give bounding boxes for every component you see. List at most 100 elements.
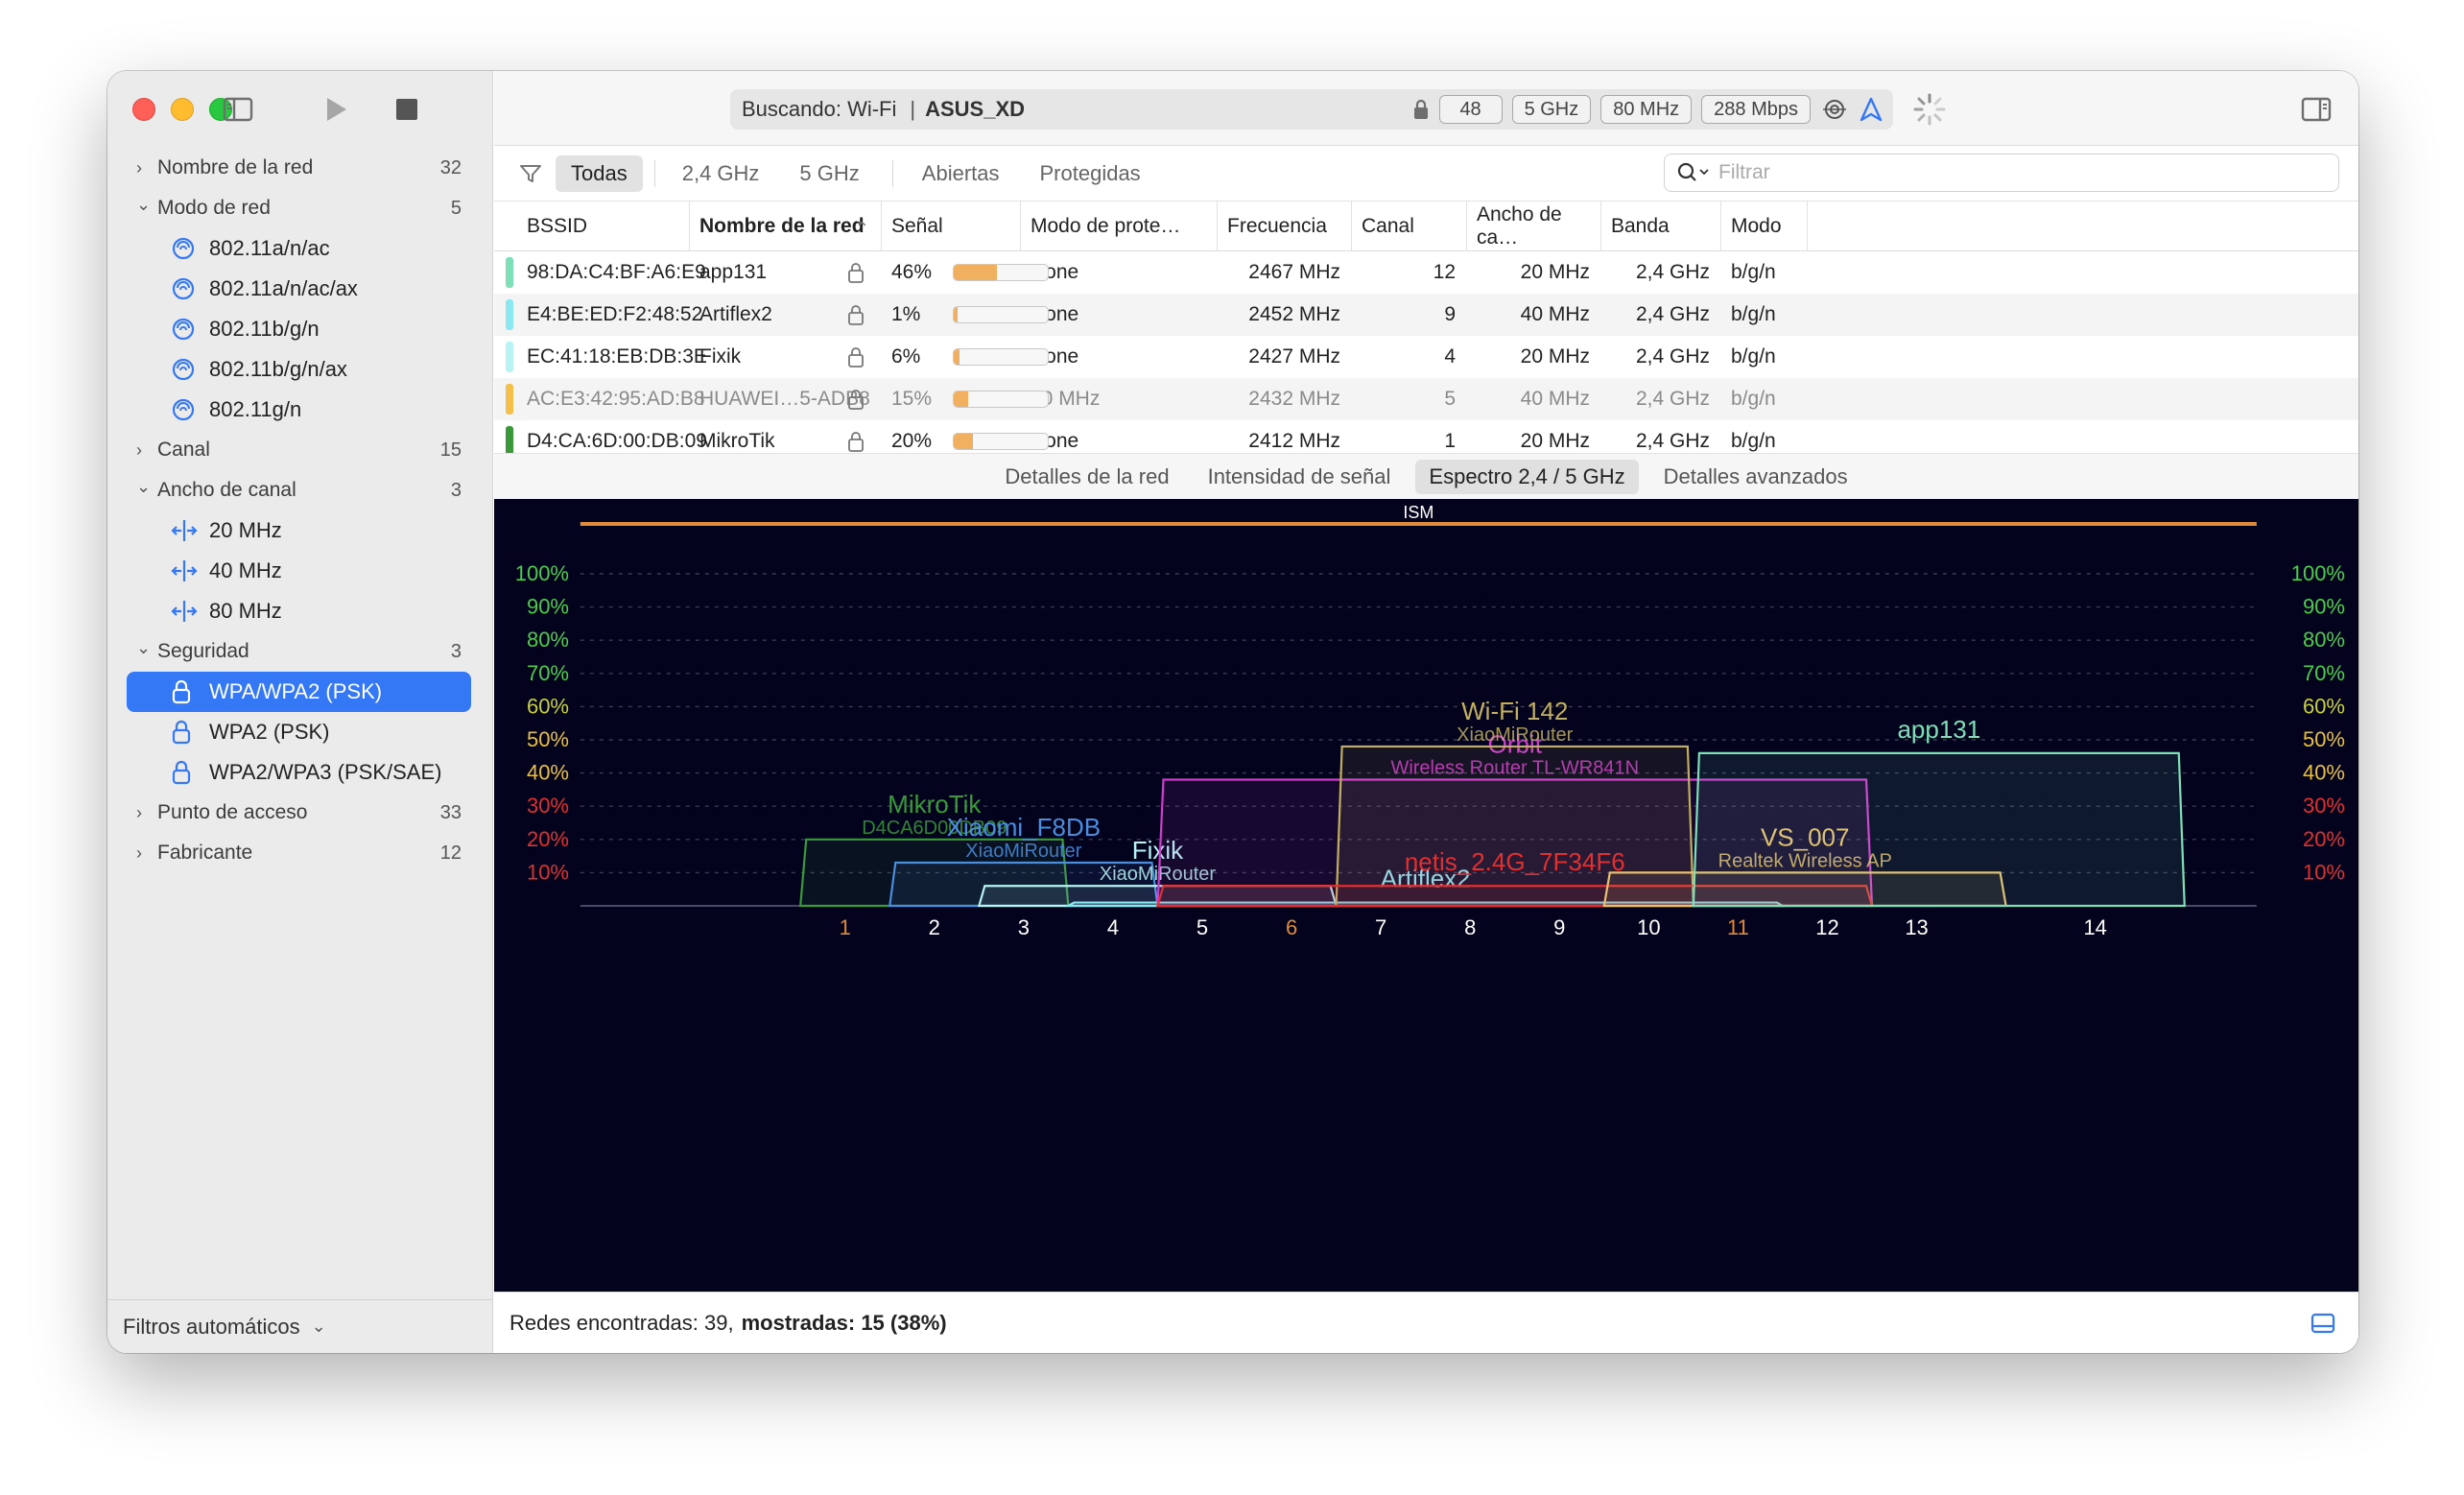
sidebar-group-count: 33 (439, 801, 462, 823)
sidebar-group[interactable]: › Punto de acceso 33 (107, 793, 492, 833)
stop-button[interactable] (388, 92, 426, 127)
x-tick: 2 (929, 915, 940, 939)
network-color-swatch (506, 257, 513, 288)
lock-icon (847, 303, 865, 332)
sidebar-item[interactable]: 802.11a/n/ac/ax (107, 269, 492, 309)
networks-found-label: Redes encontradas: 39, (509, 1310, 734, 1335)
cell-width: 20 MHz (1520, 261, 1590, 283)
table-row[interactable]: 98:DA:C4:BF:A6:E9 app131 46% None 2467 MHz 12… (494, 251, 2358, 294)
filter-all[interactable]: Todas (556, 154, 643, 192)
signal-bar-fill (954, 392, 968, 407)
column-header-label: Frecuencia (1227, 215, 1327, 237)
network-sublabel: Realtek Wireless AP (1718, 850, 1892, 871)
sidebar-group[interactable]: ⌄ Modo de red 5 (107, 188, 492, 228)
cell-signal: 1% (891, 303, 921, 325)
lock-icon (171, 720, 209, 745)
chevron-right-icon: › (136, 439, 142, 460)
table-row[interactable]: EC:41:18:EB:DB:3E Fixik 6% None 2427 MHz 4 20 … (494, 336, 2358, 378)
sidebar-item[interactable]: 80 MHz (107, 591, 492, 631)
column-header[interactable]: Frecuencia (1218, 202, 1352, 251)
network-label: Orbit (1488, 730, 1543, 759)
sidebar-item[interactable]: WPA2/WPA3 (PSK/SAE) (107, 752, 492, 793)
column-header[interactable]: Señal (882, 202, 1021, 251)
sidebar-group[interactable]: › Nombre de la red 32 (107, 148, 492, 188)
column-header[interactable]: Ancho de ca… (1467, 202, 1601, 251)
y-tick-left: 30% (527, 794, 569, 818)
status-footer: Redes encontradas: 39, mostradas: 15 (38… (494, 1292, 2358, 1353)
tab-network-details[interactable]: Detalles de la red (1005, 463, 1170, 488)
tab-advanced-details[interactable]: Detalles avanzados (1663, 463, 1848, 488)
sidebar-group[interactable]: ⌄ Ancho de canal 3 (107, 470, 492, 510)
sidebar-item[interactable]: WPA2 (PSK) (107, 712, 492, 752)
networks-table: BSSID Nombre de la red ⌃ Señal Modo de prote… (494, 202, 2358, 457)
table-row[interactable]: E4:BE:ED:F2:48:52 Artiflex2 1% None 2452 MHz… (494, 294, 2358, 336)
sidebar-item[interactable]: 802.11b/g/n (107, 309, 492, 349)
sidebar-item-label: WPA/WPA2 (PSK) (209, 679, 383, 703)
column-header[interactable]: BSSID (517, 202, 690, 251)
play-button[interactable] (317, 92, 355, 127)
ism-band-label: ISM (1403, 503, 1433, 522)
sidebar-group[interactable]: › Canal 15 (107, 430, 492, 470)
sidebar-item[interactable]: 40 MHz (107, 551, 492, 591)
cell-width: 20 MHz (1520, 345, 1590, 368)
signal-bar (953, 391, 1049, 408)
lock-icon (1413, 99, 1428, 119)
toggle-inspector-button[interactable] (2297, 92, 2335, 127)
cell-bssid: D4:CA:6D:00:DB:09 (527, 430, 707, 452)
sidebar-item[interactable]: 802.11g/n (107, 390, 492, 430)
column-header[interactable]: Banda (1601, 202, 1721, 251)
sidebar-group[interactable]: ⌄ Seguridad 3 (107, 631, 492, 672)
filter-divider (891, 159, 893, 187)
signal-bar-fill (954, 307, 958, 322)
network-color-swatch (506, 342, 513, 372)
filter-open[interactable]: Abiertas (921, 160, 1000, 185)
x-tick: 9 (1553, 915, 1565, 939)
cell-width: 40 MHz (1520, 303, 1590, 325)
tab-signal-strength[interactable]: Intensidad de señal (1207, 463, 1391, 488)
y-tick-right: 10% (2303, 860, 2345, 884)
sidebar-item[interactable]: 802.11a/n/ac (107, 228, 492, 269)
filter-funnel-icon[interactable] (519, 163, 542, 184)
sidebar-item[interactable]: WPA/WPA2 (PSK) (127, 672, 471, 712)
wifi-mode-icon (171, 276, 209, 301)
filter-divider (653, 159, 655, 187)
column-header[interactable]: Modo (1721, 202, 1808, 251)
y-tick-right: 80% (2303, 628, 2345, 652)
chevron-right-icon: › (136, 802, 142, 822)
filter-protected[interactable]: Protegidas (1039, 160, 1141, 185)
column-header[interactable]: Nombre de la red ⌃ (690, 202, 882, 251)
width-tag: 80 MHz (1600, 95, 1693, 124)
loading-spinner-icon (1912, 92, 1947, 131)
chevron-down-icon: ⌄ (311, 1317, 326, 1336)
wifi-mode-icon (171, 397, 209, 422)
y-tick-right: 50% (2303, 727, 2345, 751)
channel-width-icon (171, 599, 209, 624)
x-tick: 5 (1196, 915, 1208, 939)
inspector-icon (2301, 97, 2332, 122)
auto-filters-menu[interactable]: Filtros automáticos ⌄ (107, 1299, 492, 1353)
cell-width: 40 MHz (1520, 388, 1590, 410)
filter-5-ghz[interactable]: 5 GHz (799, 160, 860, 185)
network-sublabel: D4CA6D00DB09 (862, 818, 1007, 839)
sidebar-item[interactable]: 20 MHz (107, 510, 492, 551)
column-header[interactable]: Canal (1352, 202, 1467, 251)
search-field[interactable]: Filtrar (1664, 154, 2339, 192)
column-header[interactable]: Modo de prote… (1021, 202, 1218, 251)
y-tick-left: 60% (527, 694, 569, 718)
console-icon[interactable] (2310, 1313, 2335, 1334)
x-tick: 8 (1464, 915, 1476, 939)
table-row[interactable]: AC:E3:42:95:AD:B8 HUAWEI…5-ADB8 15% 20 MHz 2… (494, 378, 2358, 420)
filter-2-4-ghz[interactable]: 2,4 GHz (681, 160, 760, 185)
close-window-button[interactable] (132, 98, 155, 121)
cell-bssid: 98:DA:C4:BF:A6:E9 (527, 261, 706, 283)
tab-spectrum[interactable]: Espectro 2,4 / 5 GHz (1415, 459, 1639, 494)
minimize-window-button[interactable] (171, 98, 194, 121)
scan-status-label: Buscando: Wi-Fi (742, 97, 897, 121)
sidebar-group-label: Fabricante (157, 842, 253, 864)
y-tick-left: 40% (527, 761, 569, 785)
sidebar-item[interactable]: 802.11b/g/n/ax (107, 349, 492, 390)
sidebar-group[interactable]: › Fabricante 12 (107, 833, 492, 873)
lock-icon (847, 345, 865, 374)
toggle-sidebar-button[interactable] (219, 92, 257, 127)
table-row[interactable]: D4:CA:6D:00:DB:09 MikroTik 20% None 2412 MHz… (494, 420, 2358, 463)
